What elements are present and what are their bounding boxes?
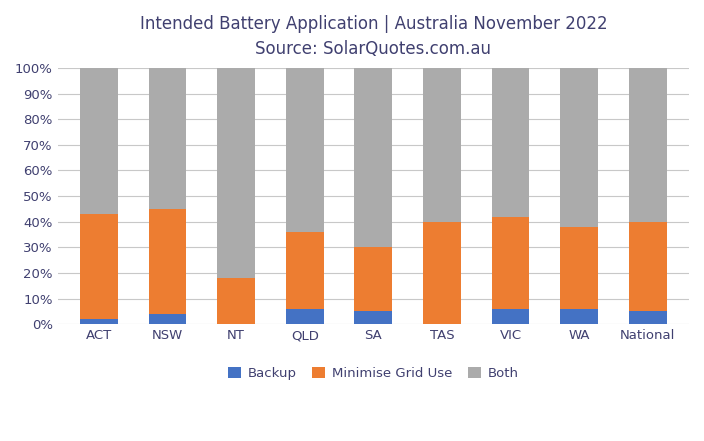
Bar <box>149 209 187 314</box>
Bar <box>560 227 598 309</box>
Bar <box>491 68 529 217</box>
Bar <box>629 311 667 324</box>
Bar <box>491 309 529 324</box>
Bar <box>80 319 118 324</box>
Bar <box>491 217 529 309</box>
Bar <box>80 214 118 319</box>
Bar <box>560 309 598 324</box>
Bar <box>218 68 255 278</box>
Bar <box>80 68 118 214</box>
Bar <box>218 278 255 324</box>
Bar <box>149 314 187 324</box>
Bar <box>629 222 667 311</box>
Bar <box>355 68 392 247</box>
Bar <box>423 222 461 324</box>
Bar <box>149 68 187 209</box>
Bar <box>286 309 324 324</box>
Bar <box>355 247 392 311</box>
Bar <box>629 68 667 222</box>
Bar <box>423 68 461 222</box>
Bar <box>560 68 598 227</box>
Bar <box>355 311 392 324</box>
Legend: Backup, Minimise Grid Use, Both: Backup, Minimise Grid Use, Both <box>222 362 524 385</box>
Bar <box>286 68 324 232</box>
Bar <box>286 232 324 309</box>
Title: Intended Battery Application | Australia November 2022
Source: SolarQuotes.com.a: Intended Battery Application | Australia… <box>139 15 607 58</box>
